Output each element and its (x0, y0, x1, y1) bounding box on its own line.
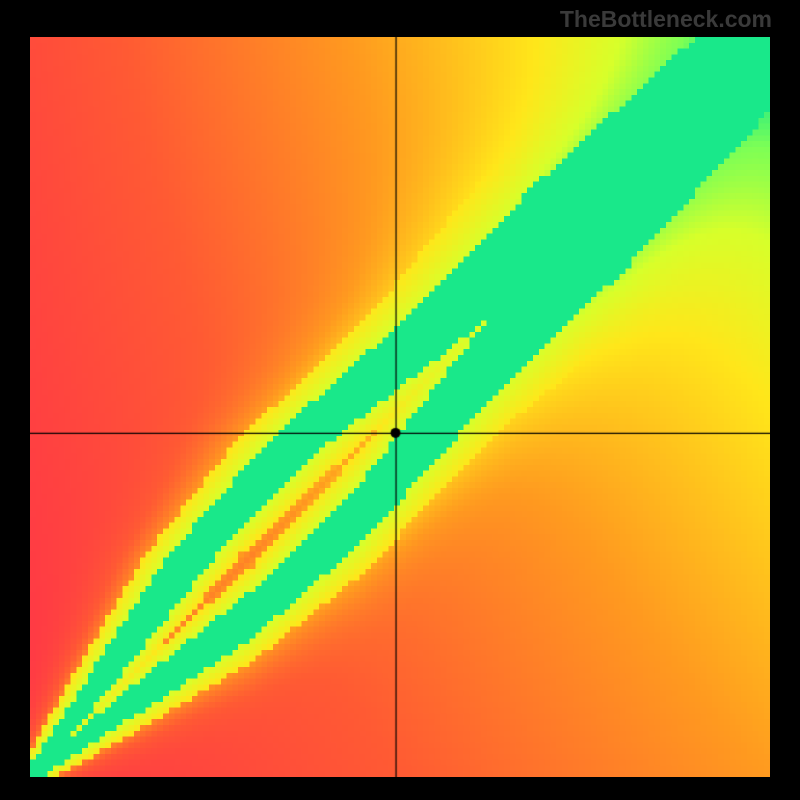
chart-container: TheBottleneck.com (0, 0, 800, 800)
watermark-text: TheBottleneck.com (560, 6, 772, 33)
bottleneck-heatmap (30, 37, 770, 777)
